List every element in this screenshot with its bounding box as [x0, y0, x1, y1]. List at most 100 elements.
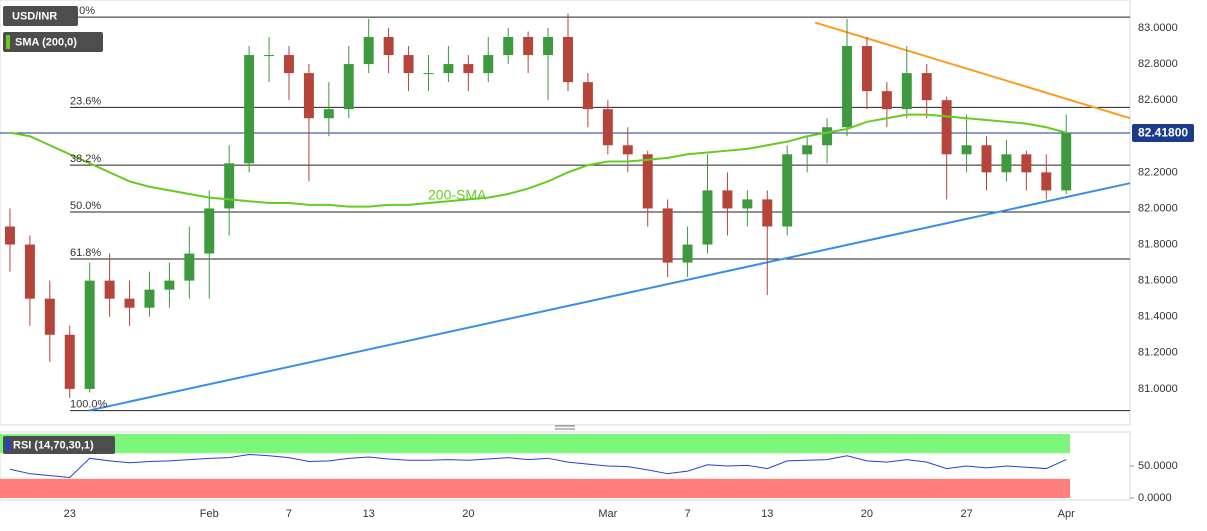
candle-body	[981, 145, 992, 173]
candle-body	[702, 190, 713, 245]
indicator-badge	[3, 32, 103, 52]
candle-body	[762, 199, 773, 227]
x-tick-label: 13	[363, 508, 375, 520]
candle-body	[742, 199, 753, 209]
symbol-badge	[3, 6, 78, 26]
y-tick-label: 83.0000	[1138, 22, 1178, 34]
candle-body	[622, 145, 633, 155]
candle-body	[782, 154, 793, 227]
candle-body	[144, 289, 155, 308]
candle-body	[642, 154, 653, 209]
x-tick-label: 7	[685, 508, 691, 520]
candle-body	[224, 163, 235, 209]
fib-label: 50.0%	[70, 200, 101, 212]
rsi-oversold-band	[0, 478, 1070, 498]
candle-body	[383, 36, 394, 56]
candle-body	[921, 73, 932, 101]
candle-body	[901, 73, 912, 110]
x-tick-label: Mar	[598, 508, 617, 520]
last-price-box	[1132, 124, 1194, 143]
rsi-tick-label: 0.0000	[1138, 492, 1172, 504]
trend-line	[814, 21, 1131, 120]
symbol: USD/INR	[12, 10, 57, 22]
candle-body	[602, 109, 613, 146]
x-tick-label: 7	[286, 508, 292, 520]
candle-body	[483, 55, 494, 74]
candle-body	[164, 280, 175, 290]
y-tick-label: 82.8000	[1138, 58, 1178, 70]
candle-body	[802, 145, 813, 155]
x-tick-label: Apr	[1058, 508, 1075, 520]
legend-swatch	[6, 439, 10, 451]
y-tick-label: 81.0000	[1138, 383, 1178, 395]
candle-body	[124, 298, 135, 308]
candle-body	[104, 280, 115, 299]
candle-body	[941, 100, 952, 155]
candle-body	[24, 244, 35, 299]
y-tick-label: 82.0000	[1138, 202, 1178, 214]
fib-label: 100.0%	[70, 398, 108, 410]
trend-line	[88, 182, 1131, 412]
y-tick-label: 81.4000	[1138, 311, 1178, 323]
x-tick-label: 20	[861, 508, 873, 520]
candle-body	[722, 190, 733, 209]
candle-body	[881, 91, 892, 110]
candle-body	[4, 226, 15, 245]
x-tick-label: 27	[960, 508, 972, 520]
candle-body	[1021, 154, 1032, 173]
sma-annotation: 200-SMA	[428, 187, 487, 203]
candle-body	[861, 46, 872, 92]
last-price-label: 82.41800	[1138, 126, 1188, 140]
candle-body	[403, 55, 414, 74]
fib-label: 23.6%	[70, 95, 101, 107]
fib-label: 61.8%	[70, 247, 101, 259]
candle-body	[662, 208, 673, 263]
candle-body	[582, 82, 593, 110]
rsi-line	[9, 453, 1067, 479]
candle-body	[64, 334, 75, 389]
candle-body	[184, 253, 195, 281]
candle-body	[363, 36, 374, 65]
y-tick-label: 82.2000	[1138, 166, 1178, 178]
candle-body	[682, 244, 693, 263]
candle-body	[84, 280, 95, 389]
y-tick-label: 81.2000	[1138, 347, 1178, 359]
y-tick-label: 82.6000	[1138, 94, 1178, 106]
candle-body	[44, 298, 55, 335]
y-tick-label: 81.8000	[1138, 238, 1178, 250]
y-tick-label: 81.6000	[1138, 275, 1178, 287]
candle-body	[463, 64, 474, 74]
sma-line	[9, 113, 1067, 208]
candle-body	[244, 55, 255, 164]
candle-body	[264, 55, 275, 57]
candle-body	[523, 36, 534, 56]
indicator: SMA (200,0)	[15, 36, 77, 48]
candle-body	[283, 55, 294, 74]
fib-label: 38.2%	[70, 153, 101, 165]
x-tick-label: 20	[462, 508, 474, 520]
candle-body	[1001, 154, 1012, 173]
rsi-badge	[3, 436, 115, 454]
legend-swatch	[6, 35, 10, 49]
rsi-tick-label: 50.0000	[1138, 460, 1178, 472]
candle-body	[961, 145, 972, 155]
candle-body	[842, 46, 852, 128]
panel-divider	[555, 425, 575, 430]
candle-body	[343, 64, 354, 110]
candle-body	[1061, 133, 1072, 191]
candle-body	[1041, 172, 1052, 191]
candle-body	[423, 73, 434, 75]
candle-body	[822, 127, 833, 146]
candle-body	[323, 109, 334, 119]
rsi-overbought-band	[0, 434, 1070, 454]
candle-body	[543, 36, 554, 56]
x-tick-label: 13	[761, 508, 773, 520]
candle-body	[303, 73, 314, 119]
x-tick-label: Feb	[200, 508, 219, 520]
candle-body	[443, 64, 454, 74]
rsi-name: RSI (14,70,30,1)	[13, 439, 94, 451]
candle-body	[563, 36, 573, 83]
candle-body	[204, 208, 215, 254]
